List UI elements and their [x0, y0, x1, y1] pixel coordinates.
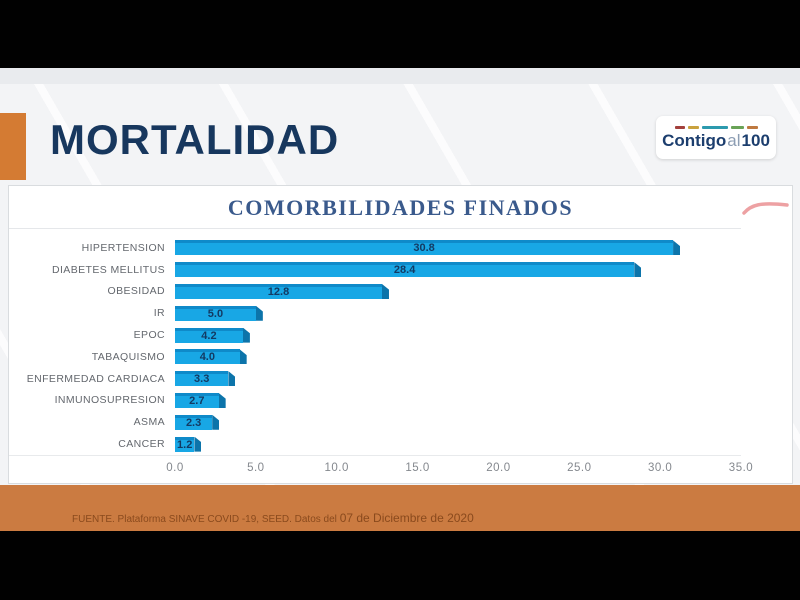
bar-ir: 5.0	[175, 305, 256, 321]
value-label: 28.4	[393, 264, 416, 277]
value-label: 2.7	[189, 394, 205, 407]
bar-row: HIPERTENSION 30.8	[9, 237, 741, 259]
logo-text-al: al	[727, 131, 741, 150]
logo-text-100: 100	[741, 131, 770, 150]
source-text: FUENTE. Plataforma SINAVE COVID -19, SEE…	[72, 514, 340, 525]
bar-row: EPOC 4.2	[9, 324, 741, 346]
x-tick-label: 25.0	[567, 461, 592, 474]
category-label: HIPERTENSION	[81, 241, 165, 254]
category-label: EPOC	[133, 329, 165, 342]
orange-accent-block	[0, 113, 26, 180]
bar-row: DIABETES MELLITUS 28.4	[9, 259, 741, 281]
bar-track: 28.4	[175, 262, 741, 278]
x-tick-label: 30.0	[647, 461, 673, 474]
x-tick-label: 5.0	[247, 461, 265, 474]
value-label: 1.2	[177, 438, 193, 451]
bar-diabetes-mellitus: 28.4	[175, 262, 635, 278]
x-tick-label: 20.0	[486, 461, 511, 474]
bar-inmunosupresion: 2.7	[175, 392, 219, 408]
category-label: OBESIDAD	[107, 285, 165, 298]
category-label: INMUNOSUPRESION	[54, 394, 165, 407]
x-tick-label: 15.0	[405, 461, 430, 474]
x-tick-label: 0.0	[166, 461, 184, 474]
x-axis: 0.0 5.0 10.0 15.0 20.0 25.0 30.0 35.0	[166, 456, 752, 480]
category-label: DIABETES MELLITUS	[52, 263, 165, 276]
chart-title: COMORBILIDADES FINADOS	[227, 195, 574, 220]
bar-row: TABAQUISMO 4.0	[9, 346, 741, 368]
letterbox-bottom	[0, 531, 800, 600]
bar-chart: HIPERTENSION 30.8 DIABETES MELLITUS 28.4 OBE…	[9, 228, 753, 480]
bar-row: IR 5.0	[9, 302, 741, 324]
page-title: MORTALIDAD	[50, 116, 340, 163]
value-label: 12.8	[267, 285, 290, 298]
bar-tabaquismo: 4.0	[175, 349, 240, 365]
logo-dashes-icon	[674, 126, 758, 129]
bar-track: 30.8	[175, 240, 741, 256]
pink-swoosh-icon	[742, 202, 789, 215]
category-label: TABAQUISMO	[91, 350, 165, 363]
slide-top-edge	[0, 68, 800, 85]
bar-track: 5.0	[175, 305, 741, 321]
value-label: 2.3	[185, 416, 202, 429]
value-label: 4.2	[201, 329, 217, 342]
category-label: ASMA	[133, 416, 165, 429]
category-label: ENFERMEDAD CARDIACA	[26, 372, 165, 385]
category-label: IR	[153, 307, 165, 320]
bar-track: 2.3	[175, 414, 741, 430]
category-label: CANCER	[118, 438, 165, 451]
bar-cancer: 1.2	[175, 436, 195, 452]
bar-track: 4.0	[175, 349, 741, 365]
value-label: 30.8	[413, 242, 435, 255]
bar-epoc: 4.2	[175, 327, 243, 343]
bar-track: 3.3	[175, 371, 741, 387]
bar-asma: 2.3	[175, 414, 213, 430]
bar-track: 2.7	[175, 392, 741, 408]
contigo-al-100-logo: Contigoal100	[656, 116, 776, 159]
x-tick-label: 35.0	[728, 461, 754, 474]
bar-row: CANCER 1.2	[9, 433, 741, 455]
value-label: 5.0	[207, 307, 224, 320]
chart-panel: COMORBILIDADES FINADOS HIPERTENSION 30.8 D…	[8, 185, 793, 484]
bar-obesidad: 12.8	[175, 283, 382, 299]
source-footer: FUENTE. Plataforma SINAVE COVID -19, SEE…	[72, 509, 474, 527]
footer-band	[0, 485, 800, 531]
bar-row: ENFERMEDAD CARDIACA 3.3	[9, 368, 741, 390]
value-label: 3.3	[194, 373, 210, 386]
bar-row: INMUNOSUPRESION 2.7	[9, 390, 741, 412]
bar-rows: HIPERTENSION 30.8 DIABETES MELLITUS 28.4 OBE…	[9, 237, 741, 456]
bar-row: ASMA 2.3	[9, 411, 741, 433]
bar-hipertension: 30.8	[175, 240, 674, 256]
bar-row: OBESIDAD 12.8	[9, 281, 741, 303]
bar-track: 12.8	[175, 283, 741, 299]
source-date: 07 de Diciembre de 2020	[339, 511, 474, 525]
letterbox-top	[0, 0, 800, 68]
value-label: 4.0	[199, 351, 215, 364]
x-tick-label: 10.0	[324, 461, 349, 474]
bar-track: 4.2	[175, 327, 741, 343]
logo-text-contigo: Contigo	[662, 131, 727, 150]
logo-text: Contigoal100	[662, 132, 770, 149]
bar-track: 1.2	[175, 436, 741, 452]
bar-enfermedad-cardiaca: 3.3	[175, 371, 229, 387]
